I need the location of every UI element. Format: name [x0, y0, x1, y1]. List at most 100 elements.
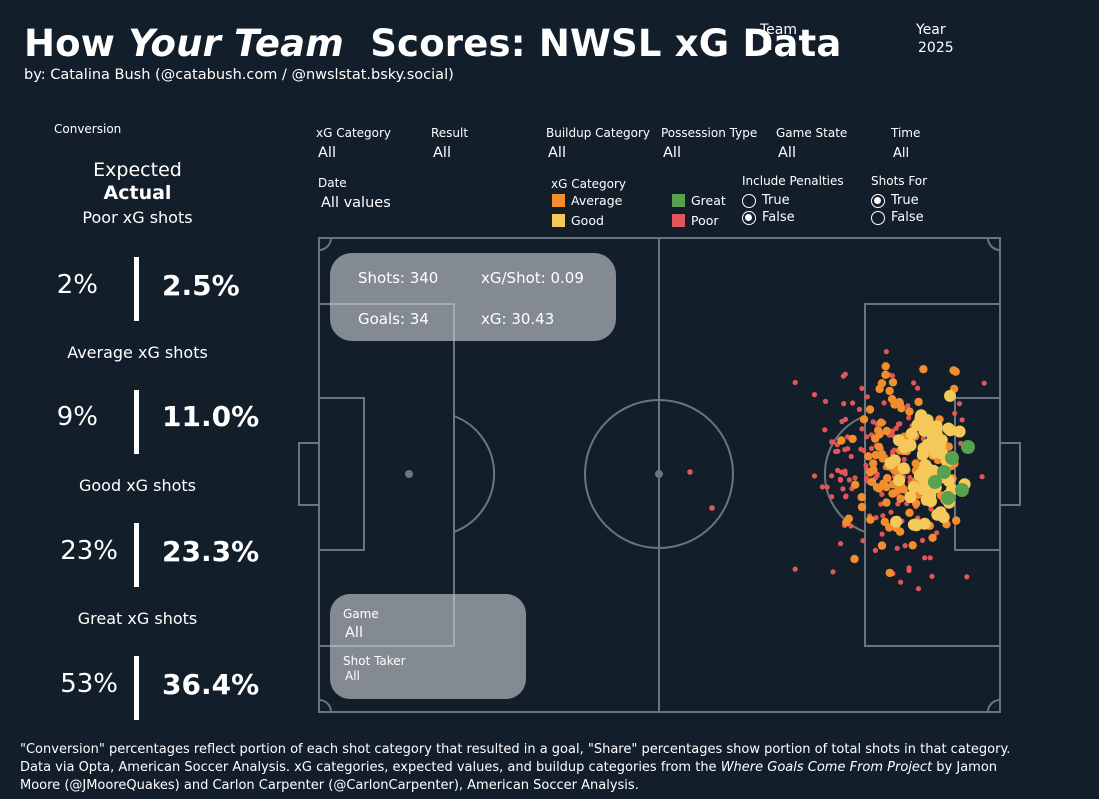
shot-point-poor: [880, 513, 886, 519]
time-select[interactable]: All: [893, 146, 910, 161]
shot-point-average: [881, 370, 890, 379]
team-select[interactable]: N: [762, 38, 773, 54]
shot-point-poor: [850, 400, 856, 406]
shot-point-poor: [687, 469, 693, 475]
shot-point-average: [865, 468, 875, 477]
footer-line-2: Data via Opta, American Soccer Analysis.…: [20, 760, 998, 775]
shot-point-poor: [927, 555, 933, 561]
shot-point-good: [890, 515, 903, 528]
shot-point-good: [953, 425, 966, 438]
year-select[interactable]: 2025: [918, 40, 954, 56]
shot-point-poor: [822, 427, 828, 433]
shot-point-good: [910, 519, 923, 532]
legend-label-average[interactable]: Average: [571, 193, 623, 208]
shot-point-average: [882, 498, 891, 507]
shot-point-poor: [915, 586, 922, 592]
legend-swatch-poor[interactable]: [672, 214, 685, 227]
shot-point-average: [877, 541, 887, 550]
shot-taker-select[interactable]: All: [345, 669, 360, 683]
shot-point-average: [850, 554, 859, 564]
expected-value-poor: 2%: [56, 270, 98, 300]
shot-point-poor: [893, 425, 899, 431]
expected-value-average: 9%: [56, 402, 98, 432]
legend-swatch-great[interactable]: [672, 194, 685, 207]
center-spot: [655, 470, 663, 478]
xg-category-select[interactable]: All: [318, 145, 336, 161]
shots-for-false-radio[interactable]: [871, 211, 885, 225]
shot-point-poor: [838, 469, 845, 475]
game-label: Game: [343, 607, 379, 621]
penalties-false-radio[interactable]: [742, 211, 756, 225]
corner-arc: [318, 237, 332, 251]
legend-label-great[interactable]: Great: [691, 193, 726, 208]
shot-point-average: [876, 418, 886, 427]
penalties-true-radio[interactable]: [742, 194, 756, 208]
actual-value-poor: 2.5%: [162, 269, 240, 302]
shot-point-poor: [864, 394, 870, 400]
shot-point-good: [934, 506, 947, 519]
result-select[interactable]: All: [433, 145, 451, 161]
legend-swatch-average[interactable]: [552, 194, 565, 207]
shot-point-average: [885, 386, 894, 396]
shot-point-good: [884, 457, 897, 469]
shot-point-average: [867, 477, 877, 487]
stat-xg: xG: 30.43: [481, 310, 555, 328]
stat-shots: Shots: 340: [358, 269, 439, 287]
page-title: How Your Team Scores: NWSL xG Data: [24, 22, 842, 65]
shot-point-poor: [928, 506, 934, 512]
shot-point-average: [842, 518, 851, 527]
shots-for-true-label[interactable]: True: [891, 193, 919, 208]
shot-point-good: [933, 440, 946, 453]
game-select[interactable]: All: [345, 625, 363, 641]
shot-point-poor: [709, 505, 715, 511]
shot-point-poor: [911, 380, 917, 386]
shot-point-good: [907, 480, 920, 493]
buildup-select[interactable]: All: [548, 145, 566, 161]
shot-point-great: [955, 483, 969, 497]
shot-point-average: [919, 365, 928, 374]
actual-value-good: 23.3%: [162, 535, 260, 568]
legend-swatch-good[interactable]: [552, 214, 565, 227]
footer-line-1: "Conversion" percentages reflect portion…: [20, 742, 1011, 757]
shot-point-average: [895, 397, 904, 407]
date-select[interactable]: All values: [321, 195, 391, 211]
actual-value-great: 36.4%: [162, 668, 260, 701]
shot-point-poor: [830, 439, 836, 445]
shot-point-average: [882, 426, 891, 436]
shot-point-poor: [811, 473, 818, 479]
shots-for-false-label[interactable]: False: [891, 210, 924, 225]
shots-for-true-radio[interactable]: [871, 194, 885, 208]
penalties-false-label[interactable]: False: [762, 210, 795, 225]
shot-point-average: [837, 436, 846, 445]
shot-point-good: [904, 491, 917, 504]
shot-point-poor: [879, 491, 885, 497]
shot-point-average: [887, 394, 897, 404]
shot-point-poor: [907, 474, 913, 481]
game-state-select[interactable]: All: [778, 145, 796, 161]
shot-point-poor: [859, 385, 865, 391]
shot-point-poor: [843, 493, 849, 499]
penalties-true-label[interactable]: True: [762, 193, 790, 208]
shot-point-poor: [934, 530, 940, 536]
xg-category-label: xG Category: [316, 126, 392, 140]
shot-point-poor: [852, 475, 858, 481]
shot-point-poor: [846, 477, 853, 483]
shot-point-average: [881, 362, 890, 371]
time-label: Time: [891, 126, 921, 140]
shot-point-average: [885, 568, 894, 578]
legend-label-good[interactable]: Good: [571, 213, 604, 228]
shot-point-average: [859, 415, 869, 424]
shot-point-poor: [902, 543, 908, 549]
shot-point-great: [941, 491, 955, 505]
shot-point-good: [942, 422, 955, 435]
legend-label-poor[interactable]: Poor: [691, 213, 719, 228]
category-label-good: Good xG shots: [78, 476, 197, 495]
shot-point-poor: [842, 371, 848, 377]
shot-point-poor: [856, 406, 863, 412]
possession-select[interactable]: All: [663, 145, 681, 161]
shot-point-poor: [824, 484, 830, 490]
shot-point-average: [905, 508, 914, 517]
shot-point-average: [928, 533, 937, 542]
shot-point-poor: [819, 484, 826, 490]
shot-point-poor: [981, 380, 987, 386]
